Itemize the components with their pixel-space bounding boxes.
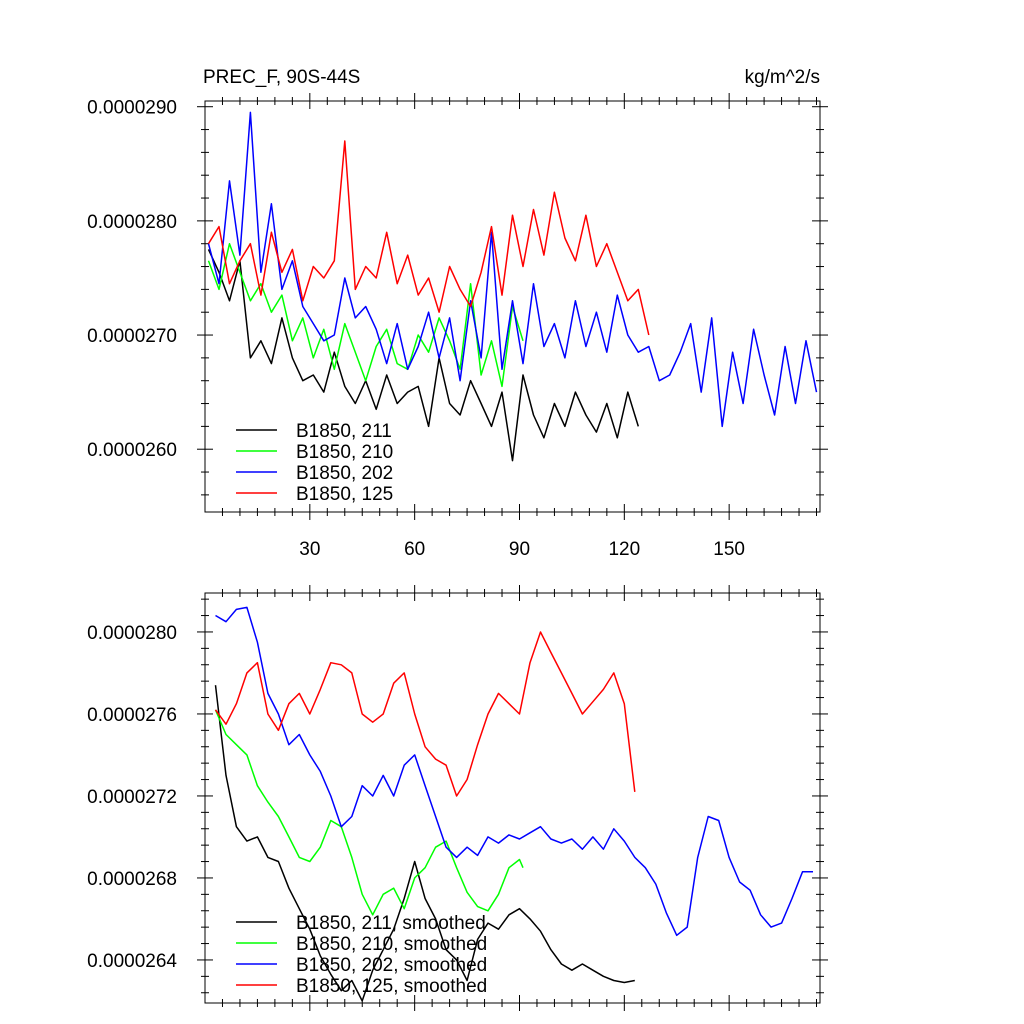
series-line-b1850-211 bbox=[207, 249, 640, 462]
x-tick-label: 120 bbox=[608, 539, 640, 560]
series-line-b1850-211-smoothed bbox=[214, 685, 635, 1002]
legend-label: B1850, 125, smoothed bbox=[296, 976, 487, 997]
top-panel-title: PREC_F, 90S-44S bbox=[203, 67, 360, 88]
series-line-b1850-202-smoothed bbox=[215, 606, 813, 937]
y-tick-label: 0.0000268 bbox=[87, 869, 177, 890]
series-line-b1850-125-smoothed bbox=[214, 631, 636, 797]
legend-label: B1850, 210 bbox=[296, 442, 393, 463]
y-tick-label: 0.0000272 bbox=[87, 787, 177, 808]
legend-label: B1850, 202, smoothed bbox=[296, 955, 487, 976]
series-line-b1850-210-smoothed bbox=[214, 709, 524, 916]
bottom-panel-plot-area bbox=[214, 606, 813, 1002]
top-panel-plot-area bbox=[207, 111, 818, 462]
y-tick-label: 0.0000280 bbox=[87, 623, 177, 644]
y-tick-label: 0.0000264 bbox=[87, 951, 177, 972]
bottom-panel: 0.0000264 0.0000268 0.0000272 0.0000276 0.00… bbox=[87, 585, 828, 1011]
plot-frame bbox=[204, 592, 821, 1004]
y-tick-label: 0.0000280 bbox=[87, 212, 177, 233]
legend-label: B1850, 125 bbox=[296, 484, 393, 505]
top-panel: PREC_F, 90S-44S kg/m^2/s 30 60 90 120 150 0.0… bbox=[87, 67, 828, 560]
y-tick-label: 0.0000276 bbox=[87, 705, 177, 726]
top-panel-units: kg/m^2/s bbox=[745, 67, 820, 88]
series-line-b1850-125 bbox=[207, 140, 650, 336]
series-line-b1850-202 bbox=[207, 111, 818, 428]
plot-frame bbox=[204, 100, 821, 513]
series-line-b1850-210 bbox=[207, 242, 524, 388]
y-tick-label: 0.0000290 bbox=[87, 98, 177, 119]
x-tick-label: 30 bbox=[299, 539, 320, 560]
legend-label: B1850, 211 bbox=[296, 421, 392, 442]
top-panel-axes: 30 60 90 120 150 0.0000260 0.0000270 0.0000280 0… bbox=[87, 93, 828, 560]
legend-label: B1850, 210, smoothed bbox=[296, 934, 487, 955]
bottom-panel-axes: 0.0000264 0.0000268 0.0000272 0.0000276 0.00… bbox=[87, 585, 828, 1011]
legend-label: B1850, 211, smoothed bbox=[296, 913, 486, 934]
y-tick-label: 0.0000260 bbox=[87, 440, 177, 461]
y-tick-label: 0.0000270 bbox=[87, 326, 177, 347]
legend-label: B1850, 202 bbox=[296, 463, 393, 484]
x-tick-label: 150 bbox=[713, 539, 745, 560]
x-tick-label: 60 bbox=[404, 539, 425, 560]
x-tick-label: 90 bbox=[509, 539, 530, 560]
